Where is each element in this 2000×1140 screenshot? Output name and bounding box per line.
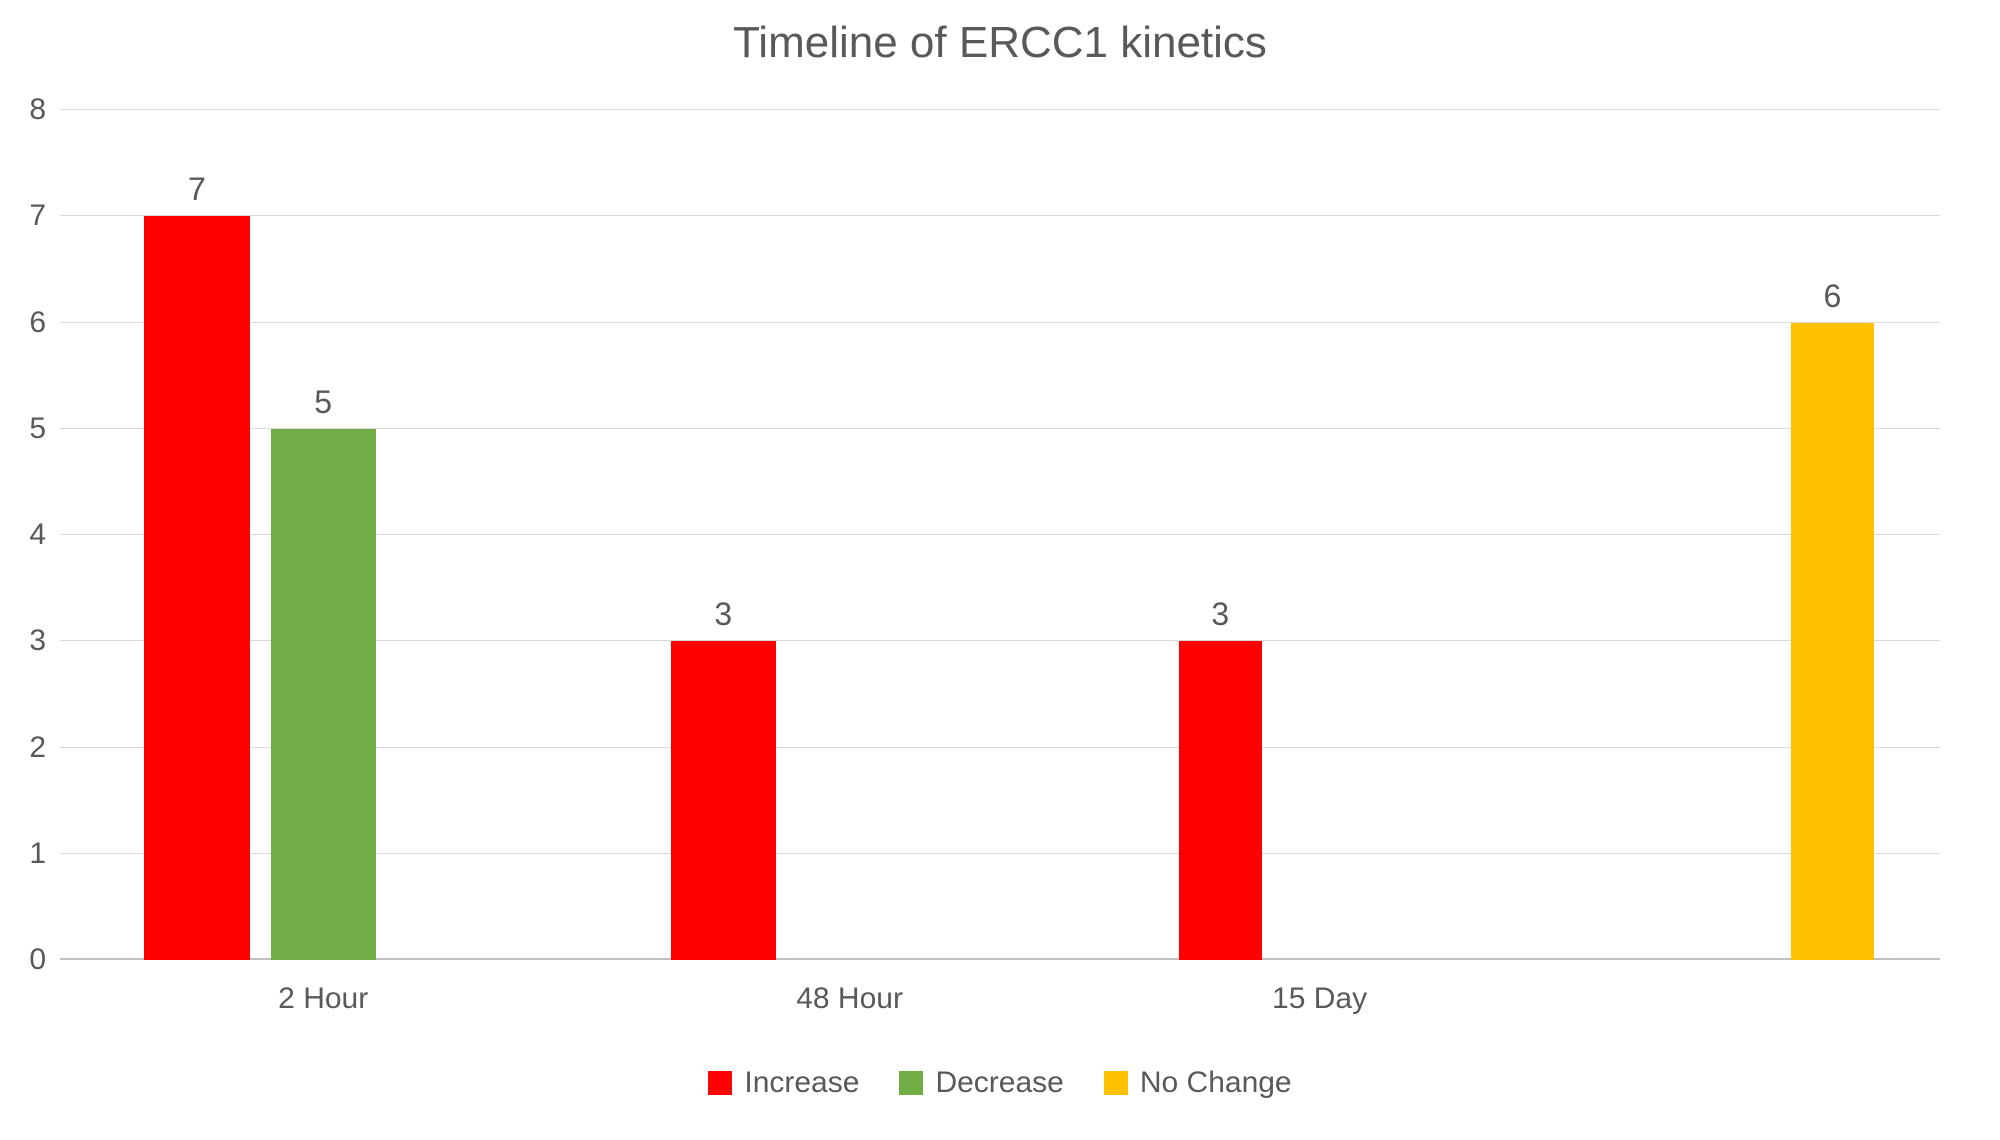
- plot-area: 012345678 752 Hour348 Hour315 Day6: [60, 110, 1940, 960]
- bar-slot: [797, 110, 902, 960]
- bar-slot: 6: [1791, 110, 1874, 960]
- bar-slot: [1593, 110, 1676, 960]
- category-group: 348 Hour: [586, 110, 1112, 960]
- bar-slot: 3: [671, 110, 776, 960]
- y-tick-label: 2: [20, 731, 60, 765]
- y-tick-label: 8: [20, 93, 60, 127]
- legend-item: Decrease: [899, 1066, 1063, 1100]
- chart-container: Timeline of ERCC1 kinetics 012345678 752…: [0, 0, 2000, 1140]
- bars-row: 75: [60, 110, 586, 960]
- legend-swatch: [1104, 1071, 1128, 1095]
- category-label: 15 Day: [1113, 960, 1527, 1016]
- y-tick-label: 5: [20, 412, 60, 446]
- y-tick-label: 0: [20, 943, 60, 977]
- legend-swatch: [899, 1071, 923, 1095]
- legend-label: Decrease: [935, 1066, 1063, 1100]
- bar-value-label: 6: [1824, 278, 1842, 315]
- bars-row: 6: [1526, 110, 1940, 960]
- bar-slot: [923, 110, 1028, 960]
- y-tick-label: 3: [20, 624, 60, 658]
- bar-slot: [397, 110, 502, 960]
- category-label: 2 Hour: [60, 960, 586, 1016]
- legend-swatch: [708, 1071, 732, 1095]
- bars-row: 3: [1113, 110, 1527, 960]
- y-tick-label: 6: [20, 306, 60, 340]
- y-tick-label: 4: [20, 518, 60, 552]
- legend: Increase Decrease No Change: [0, 1066, 2000, 1100]
- bar: 6: [1791, 323, 1874, 961]
- legend-item: Increase: [708, 1066, 859, 1100]
- bars-row: 3: [586, 110, 1112, 960]
- bar-slot: [1692, 110, 1775, 960]
- bar-value-label: 3: [1211, 596, 1229, 633]
- bar: 7: [144, 216, 249, 960]
- y-tick-label: 1: [20, 837, 60, 871]
- bar: 3: [671, 641, 776, 960]
- bar-slot: 5: [271, 110, 376, 960]
- category-label: 48 Hour: [586, 960, 1112, 1016]
- category-group: 315 Day: [1113, 110, 1527, 960]
- bar-value-label: 7: [188, 171, 206, 208]
- chart-title: Timeline of ERCC1 kinetics: [0, 18, 2000, 68]
- bar: 3: [1179, 641, 1262, 960]
- bar-slot: 7: [144, 110, 249, 960]
- bar: 5: [271, 429, 376, 960]
- bar-groups: 752 Hour348 Hour315 Day 6: [60, 110, 1940, 960]
- bar-value-label: 3: [714, 596, 732, 633]
- legend-item: No Change: [1104, 1066, 1292, 1100]
- bar-slot: [1278, 110, 1361, 960]
- bar-value-label: 5: [314, 384, 332, 421]
- bar-slot: [1377, 110, 1460, 960]
- legend-label: Increase: [744, 1066, 859, 1100]
- bar-slot: 3: [1179, 110, 1262, 960]
- legend-label: No Change: [1140, 1066, 1292, 1100]
- y-tick-label: 7: [20, 199, 60, 233]
- category-group: 752 Hour: [60, 110, 586, 960]
- category-group: 6: [1526, 110, 1940, 960]
